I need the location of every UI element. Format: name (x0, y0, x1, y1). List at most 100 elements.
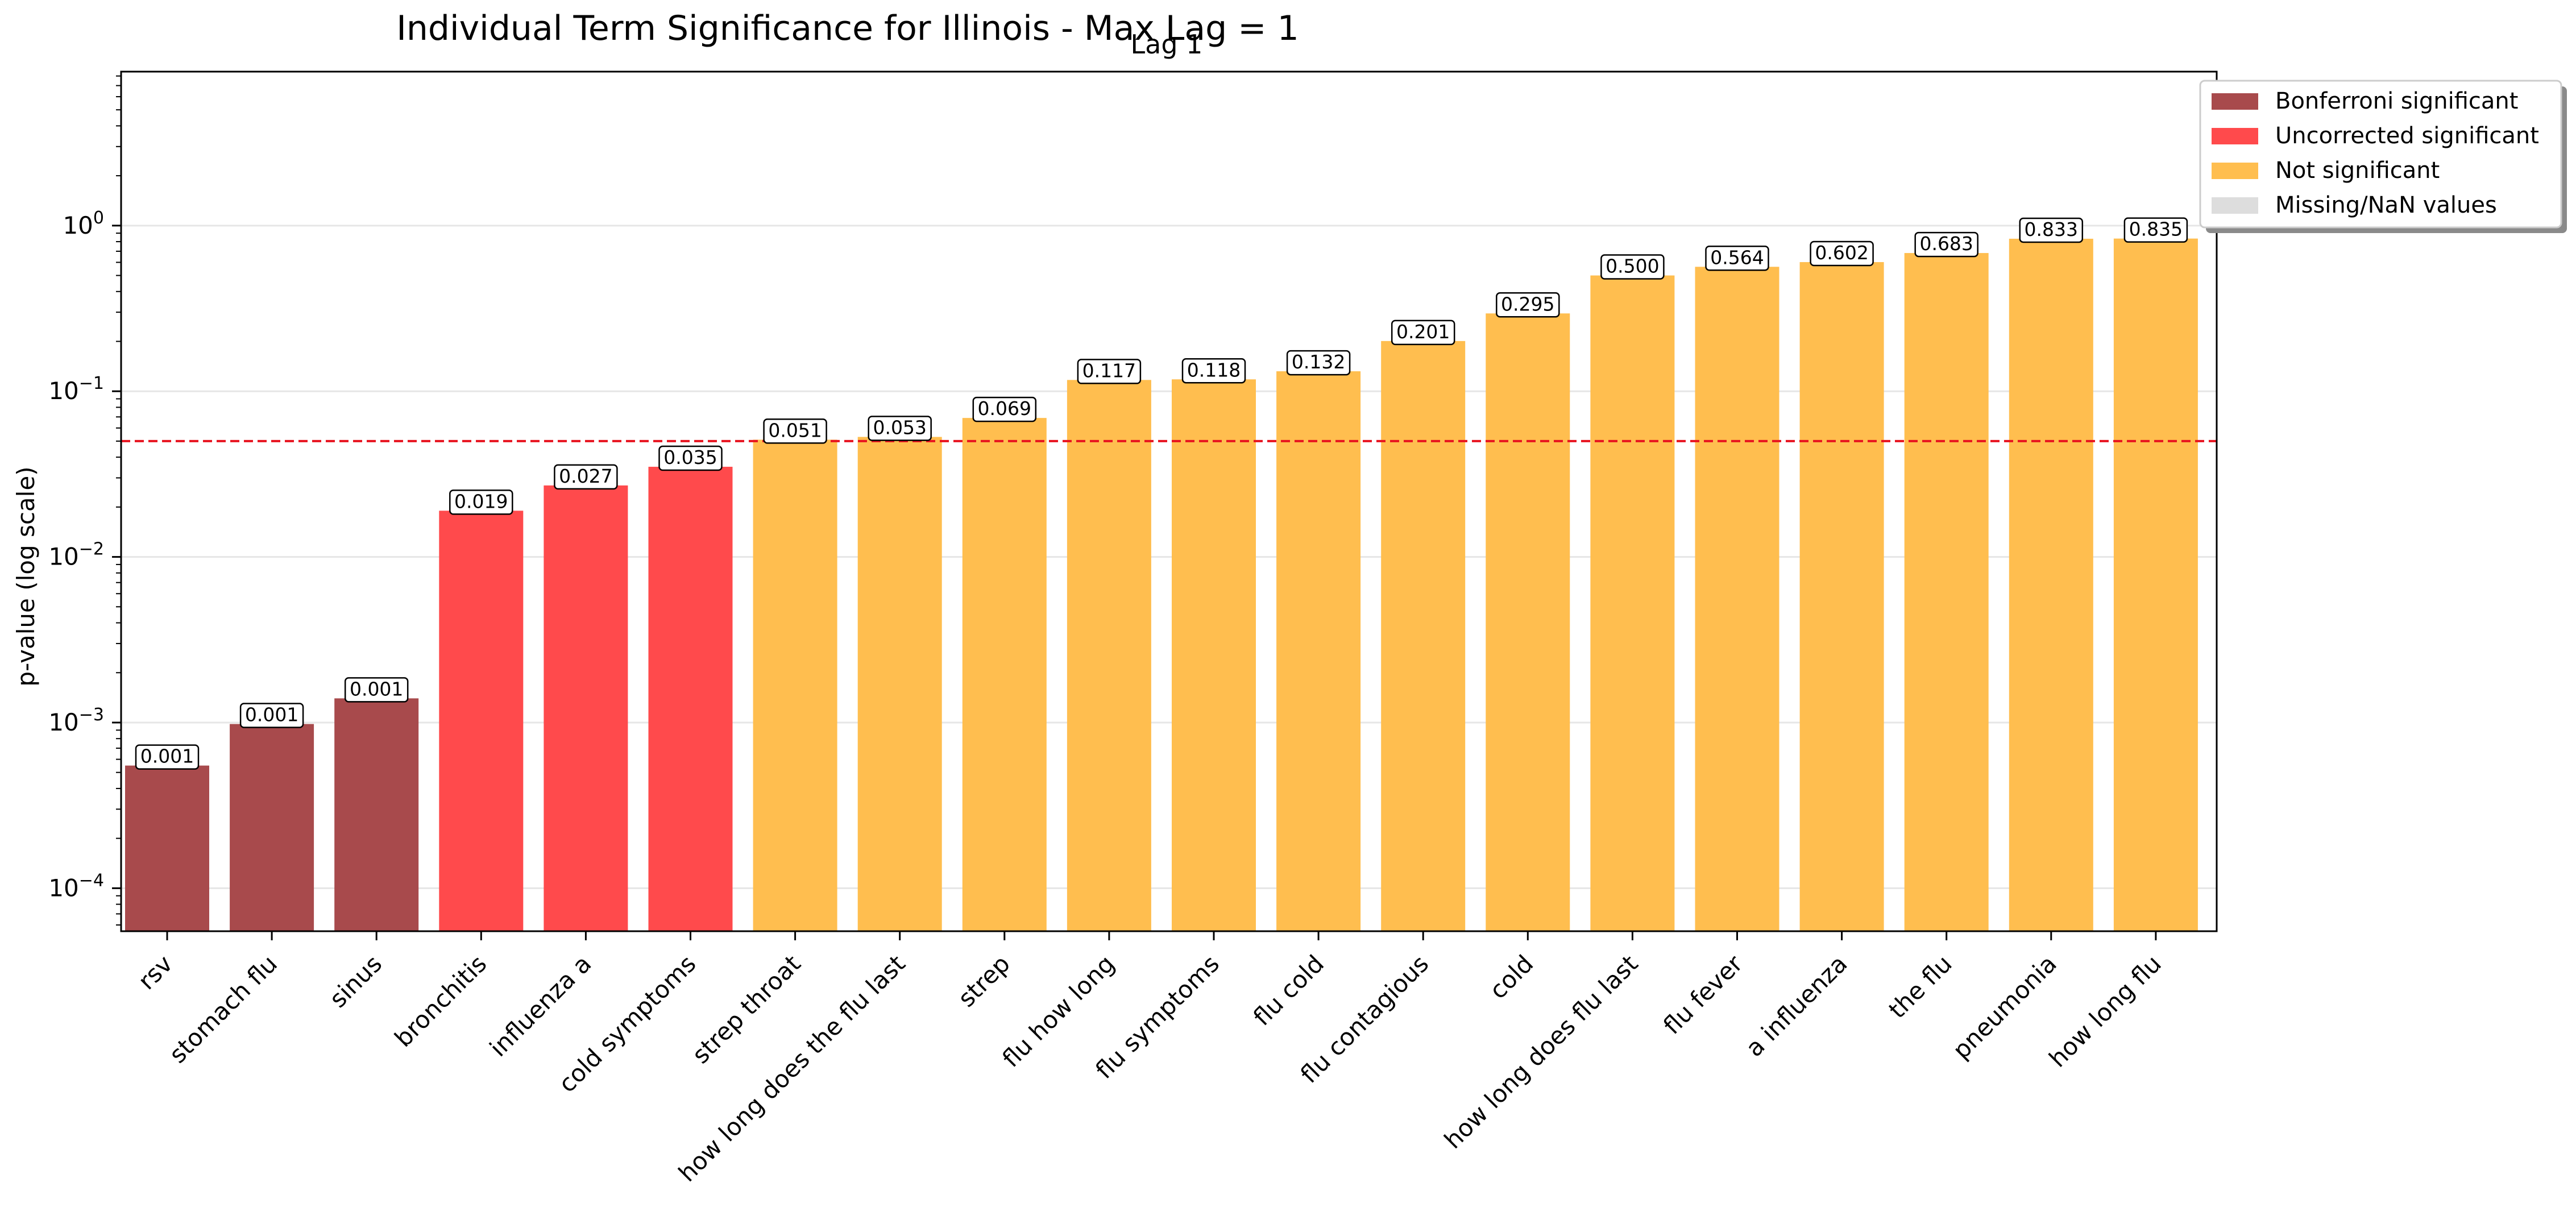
data-label-box (554, 464, 618, 490)
data-label-text: 0.035 (663, 446, 717, 468)
data-label-box (1181, 358, 1246, 384)
legend-label: Bonferroni significant (2275, 88, 2518, 114)
data-label-box (449, 489, 513, 515)
data-label-box (1286, 350, 1351, 376)
data-label-box (344, 677, 409, 703)
y-tick-label: 10−1 (48, 374, 104, 405)
x-tick-label: strep throat (687, 949, 806, 1069)
data-label-text: 0.564 (1710, 246, 1764, 268)
bar-cold (1486, 313, 1570, 931)
x-tick-label: a influenza (1740, 949, 1853, 1062)
legend-swatch (2212, 163, 2258, 179)
data-label: 0.295 (1496, 292, 1560, 318)
legend-swatch (2212, 128, 2258, 144)
legend: Bonferroni significant Uncorrected signif… (2199, 80, 2567, 233)
legend-box (2199, 80, 2562, 229)
data-label-text: 0.295 (1501, 293, 1554, 315)
data-label: 0.001 (344, 677, 409, 703)
data-label-text: 0.500 (1606, 255, 1659, 277)
x-tick-label: pneumonia (1947, 949, 2062, 1064)
legend-label: Uncorrected significant (2275, 123, 2539, 149)
y-tick-label: 10−4 (48, 870, 104, 902)
data-label-box (1810, 240, 1874, 267)
data-label-text: 0.118 (1187, 359, 1241, 381)
data-label: 0.001 (239, 703, 304, 728)
axes (112, 70, 2218, 940)
y-tick-label: 10−2 (48, 540, 104, 571)
data-label-text: 0.027 (559, 465, 612, 487)
data-labels: 0.001 0.001 0.001 0.019 0.027 0.035 0.051 0.053… (135, 217, 2188, 770)
bar-flu-how-long (1067, 380, 1151, 931)
x-tick-label: how long flu (2044, 949, 2167, 1072)
data-label-box (972, 396, 1037, 422)
bar-influenza-a (544, 485, 628, 931)
legend-item: Bonferroni significant (2212, 88, 2518, 114)
data-label-text: 0.835 (2129, 218, 2183, 240)
y-tick-labels: 10−4 10−3 10−2 10−1 100 (48, 208, 104, 902)
data-label: 0.118 (1181, 358, 1246, 384)
data-label-text: 0.602 (1815, 242, 1868, 264)
data-label: 0.027 (554, 464, 618, 490)
bar-how-long-does-flu-last (1590, 275, 1675, 931)
x-tick-label: sinus (324, 949, 387, 1013)
y-tick-label: 100 (63, 208, 104, 239)
x-tick-label: rsv (132, 949, 178, 995)
data-label-text: 0.001 (245, 704, 298, 726)
y-axis-label: p-value (log scale) (12, 466, 40, 686)
x-tick-label: how long does flu last (1439, 949, 1644, 1154)
data-label: 0.069 (972, 396, 1037, 422)
data-label-text: 0.051 (768, 419, 822, 441)
x-tick-label: how long does the flu last (673, 949, 911, 1187)
chart-subtitle: Lag 1 (1131, 29, 1203, 60)
x-tick-label: influenza a (484, 949, 597, 1062)
data-label-text: 0.001 (140, 745, 194, 767)
gridlines (121, 225, 2217, 889)
bar-the-flu (1904, 253, 1989, 932)
data-label-box (2019, 217, 2084, 243)
data-label-box (868, 416, 932, 441)
x-tick-label: flu cold (1248, 949, 1329, 1031)
data-label: 0.500 (1600, 254, 1665, 280)
bar-strep (962, 418, 1047, 931)
plot-frame (120, 70, 2218, 932)
data-label: 0.051 (763, 418, 827, 444)
bar-pneumonia (2009, 238, 2093, 932)
data-label-text: 0.132 (1292, 351, 1345, 373)
data-label: 0.117 (1077, 359, 1142, 384)
bar-how-long-flu (2113, 238, 2198, 932)
bar-flu-fever (1695, 267, 1779, 931)
legend-swatch (2212, 197, 2258, 214)
bar-bronchitis (439, 511, 524, 931)
bar-how-long-does-the-flu-last (857, 437, 942, 931)
bar-stomach-flu (230, 724, 314, 931)
data-label-box (1496, 292, 1560, 318)
bar-rsv (125, 765, 209, 931)
x-tick-label: strep (952, 949, 1015, 1012)
data-label: 0.001 (135, 744, 200, 770)
data-label-box (1914, 231, 1978, 258)
data-label: 0.683 (1914, 231, 1978, 258)
data-label-box (239, 703, 304, 728)
legend-item: Not significant (2212, 157, 2440, 184)
data-label-text: 0.201 (1396, 321, 1450, 343)
data-label-text: 0.833 (2025, 218, 2078, 240)
data-label-box (135, 744, 200, 770)
data-label: 0.201 (1391, 320, 1455, 346)
data-label-box (1077, 359, 1142, 384)
data-label-box (1705, 246, 1769, 271)
x-tick-label: stomach flu (164, 949, 283, 1068)
legend-item: Uncorrected significant (2212, 123, 2539, 149)
legend-label: Not significant (2275, 157, 2440, 184)
data-label: 0.835 (2123, 217, 2188, 243)
data-label-box (763, 418, 827, 444)
bar-sinus (334, 698, 419, 931)
data-label-text: 0.117 (1082, 359, 1136, 381)
legend-label: Missing/NaN values (2275, 192, 2497, 218)
x-tick-label: bronchitis (389, 949, 492, 1052)
bar-flu-cold (1276, 371, 1361, 931)
data-label-box (658, 445, 723, 471)
data-label-text: 0.019 (454, 490, 508, 512)
data-label-box (2123, 217, 2188, 243)
data-label: 0.053 (868, 416, 932, 441)
